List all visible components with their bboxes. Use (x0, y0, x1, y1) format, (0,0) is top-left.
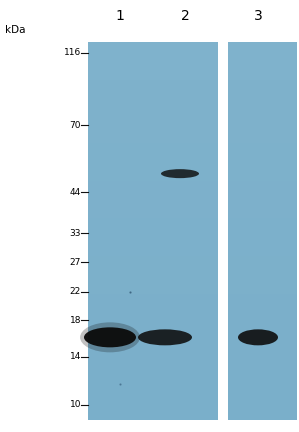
Text: 116: 116 (64, 48, 81, 57)
Text: 3: 3 (254, 9, 263, 23)
Bar (228, 130, 297, 143)
Bar (228, 92, 297, 105)
Bar (88, 219, 218, 231)
Bar (228, 256, 297, 269)
Bar (228, 42, 297, 420)
Bar (228, 42, 297, 54)
Text: 33: 33 (69, 229, 81, 238)
Text: 44: 44 (70, 187, 81, 197)
Bar (228, 143, 297, 156)
Bar (88, 67, 218, 80)
Bar (88, 307, 218, 319)
Bar (228, 244, 297, 256)
Bar (88, 319, 218, 332)
Bar (88, 294, 218, 307)
Bar (88, 80, 218, 92)
Text: 27: 27 (70, 257, 81, 267)
Bar (88, 395, 218, 407)
Text: 14: 14 (70, 352, 81, 361)
Bar (88, 269, 218, 281)
Ellipse shape (138, 329, 192, 345)
Bar (228, 319, 297, 332)
Bar (88, 181, 218, 193)
Bar (88, 54, 218, 67)
Bar (228, 307, 297, 319)
Bar (228, 357, 297, 370)
Bar (88, 42, 218, 420)
Bar (88, 130, 218, 143)
Bar (228, 382, 297, 395)
Bar (228, 370, 297, 382)
Bar (228, 332, 297, 344)
Text: 22: 22 (70, 287, 81, 296)
Ellipse shape (161, 169, 199, 178)
Bar (88, 332, 218, 344)
Bar (88, 206, 218, 219)
Bar (228, 269, 297, 281)
Text: 1: 1 (115, 9, 124, 23)
Bar (228, 231, 297, 244)
Text: 70: 70 (69, 121, 81, 130)
Ellipse shape (80, 322, 140, 353)
Bar (88, 407, 218, 420)
Bar (88, 357, 218, 370)
Bar (228, 105, 297, 118)
Bar (228, 80, 297, 92)
Bar (88, 231, 218, 244)
Bar (88, 143, 218, 156)
Ellipse shape (84, 327, 136, 347)
Bar (228, 294, 297, 307)
Bar (228, 407, 297, 420)
Bar (228, 168, 297, 181)
Bar (88, 344, 218, 357)
Text: 10: 10 (69, 400, 81, 410)
Bar (228, 344, 297, 357)
Bar (88, 193, 218, 206)
Bar (88, 42, 218, 54)
Bar (88, 382, 218, 395)
Bar (228, 54, 297, 67)
Bar (228, 395, 297, 407)
Bar (88, 156, 218, 168)
Bar (228, 181, 297, 193)
Bar (88, 168, 218, 181)
Text: 18: 18 (69, 316, 81, 325)
Ellipse shape (238, 329, 278, 345)
Bar (88, 244, 218, 256)
Text: 2: 2 (181, 9, 189, 23)
Bar (88, 92, 218, 105)
Bar (88, 118, 218, 130)
Bar (88, 256, 218, 269)
Bar (88, 370, 218, 382)
Bar (228, 206, 297, 219)
Bar (228, 67, 297, 80)
Bar (228, 156, 297, 168)
Bar (228, 193, 297, 206)
Bar (88, 281, 218, 294)
Bar (228, 118, 297, 130)
Bar (228, 219, 297, 231)
Bar (228, 281, 297, 294)
Text: kDa: kDa (5, 25, 25, 35)
Bar (88, 105, 218, 118)
